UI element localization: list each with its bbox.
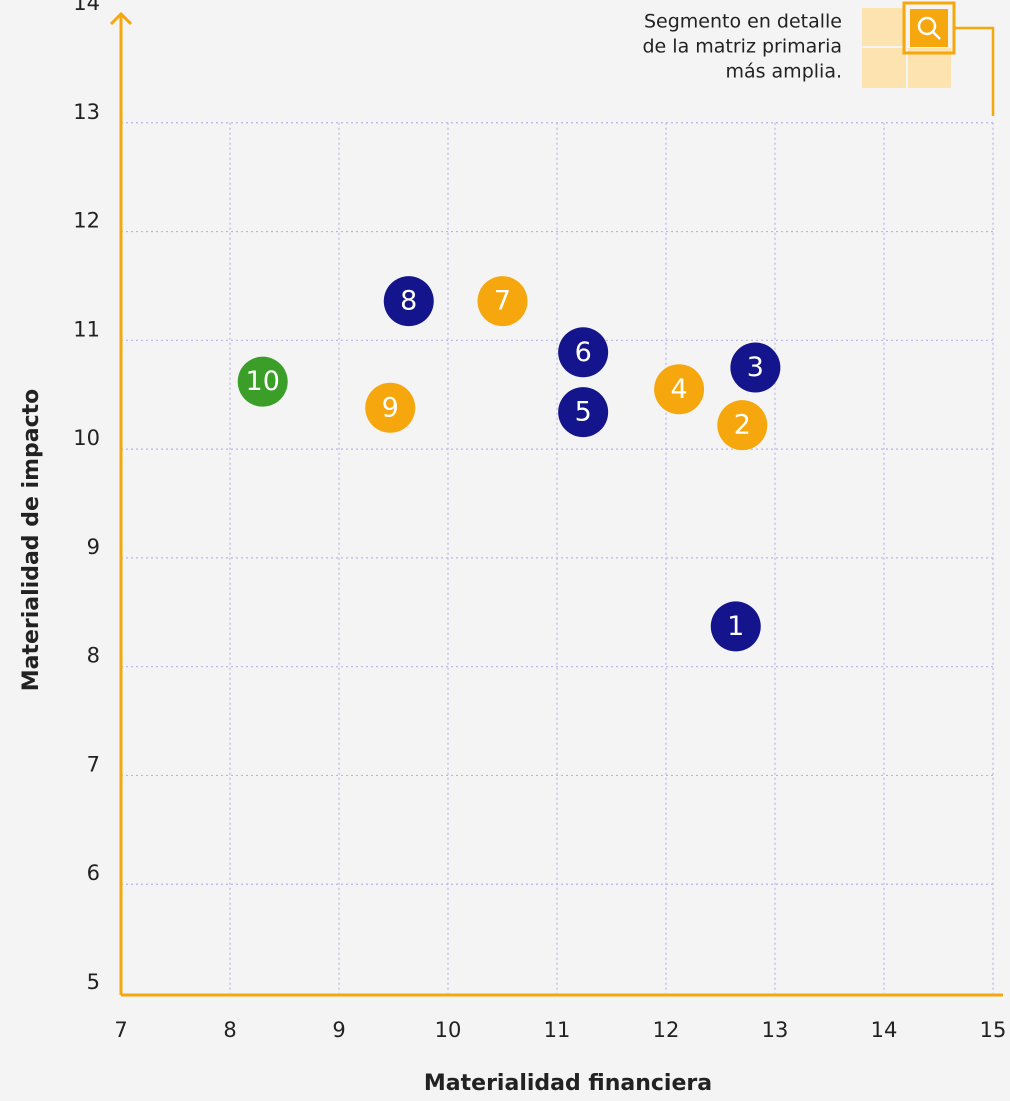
y-tick-label: 6 — [87, 861, 100, 885]
point-label: 6 — [575, 337, 592, 368]
point: 3 — [730, 342, 781, 393]
point-label: 7 — [494, 286, 511, 317]
x-axis-title: Materialidad financiera — [424, 1071, 712, 1096]
x-tick-label: 15 — [980, 1018, 1007, 1042]
point-marker — [558, 387, 609, 438]
x-tick-label: 11 — [544, 1018, 571, 1042]
x-tick-label: 14 — [871, 1018, 898, 1042]
y-tick-label: 9 — [87, 535, 100, 559]
point: 4 — [654, 364, 705, 415]
y-axis-title: Materialidad de impacto — [19, 389, 44, 692]
point: 10 — [237, 356, 288, 407]
y-tick-label: 14 — [73, 0, 100, 15]
point: 5 — [558, 387, 609, 438]
point-marker — [710, 601, 761, 652]
y-tick-label: 11 — [73, 317, 100, 341]
point-label: 4 — [670, 374, 687, 405]
point-marker — [383, 276, 434, 327]
y-tick-label: 7 — [87, 752, 100, 776]
point: 1 — [710, 601, 761, 652]
annotation: más amplia. — [725, 61, 842, 83]
annotation: de la matriz primaria — [643, 36, 843, 58]
point-marker — [365, 382, 416, 433]
point-marker — [237, 356, 288, 407]
x-tick-label: 7 — [114, 1018, 127, 1042]
point-marker — [730, 342, 781, 393]
point: 9 — [365, 382, 416, 433]
y-tick-label: 8 — [87, 644, 100, 668]
x-tick-label: 13 — [762, 1018, 789, 1042]
point-marker — [717, 400, 768, 451]
point-label: 3 — [747, 352, 764, 383]
point-marker — [654, 364, 705, 415]
point-label: 9 — [382, 392, 399, 423]
x-tick-label: 9 — [332, 1018, 345, 1042]
annotation: Segmento en detalle — [644, 11, 842, 33]
x-tick-label: 8 — [223, 1018, 236, 1042]
point: 7 — [477, 276, 528, 327]
point-label: 5 — [575, 397, 592, 428]
point-marker — [558, 327, 609, 378]
point: 8 — [383, 276, 434, 327]
y-tick-label: 12 — [73, 209, 100, 233]
y-tick-label: 5 — [87, 970, 100, 994]
point: 2 — [717, 400, 768, 451]
point-label: 1 — [727, 611, 744, 642]
point-label: 2 — [734, 410, 751, 441]
x-tick-label: 10 — [435, 1018, 462, 1042]
point-marker — [477, 276, 528, 327]
y-tick-label: 13 — [73, 100, 100, 124]
x-tick-label: 12 — [653, 1018, 680, 1042]
y-tick-label: 10 — [73, 426, 100, 450]
point-label: 10 — [246, 366, 280, 397]
zoom-icon — [862, 1, 995, 116]
point-label: 8 — [400, 286, 417, 317]
point: 6 — [558, 327, 609, 378]
